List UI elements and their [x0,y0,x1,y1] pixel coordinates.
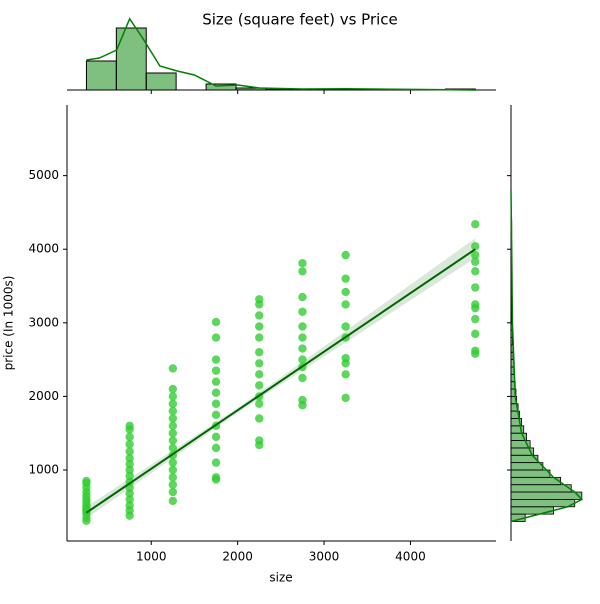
scatter-point [298,308,306,316]
x-axis-label: size [269,571,292,585]
y-tick-label: 2000 [28,389,59,403]
y-axis-label: price (In 1000s) [2,276,16,371]
scatter-point [169,444,177,452]
scatter-point [125,433,133,441]
scatter-point [341,288,349,296]
scatter-point [298,396,306,404]
scatter-point [298,355,306,363]
hist-bar [511,463,543,470]
scatter-point [255,370,263,378]
scatter-point [169,414,177,422]
y-tick-label: 5000 [28,168,59,182]
scatter-point [298,344,306,352]
regression-line [86,249,475,512]
scatter-point [471,267,479,275]
scatter-point [298,374,306,382]
x-tick-label: 3000 [309,550,340,564]
x-tick-label: 4000 [395,550,426,564]
scatter-point [169,458,177,466]
hist-bar [511,477,561,484]
scatter-point [255,333,263,341]
x-tick-label: 2000 [222,550,253,564]
y-tick-label: 4000 [28,242,59,256]
scatter-point [341,370,349,378]
scatter-point [125,422,133,430]
scatter-point [471,220,479,228]
scatter-point [125,447,133,455]
scatter-point [212,318,220,326]
scatter-point [255,322,263,330]
hist-bar [511,352,513,359]
scatter-point [169,481,177,489]
scatter-point [169,400,177,408]
scatter-point [298,267,306,275]
scatter-point [212,366,220,374]
hist-bar [511,367,514,374]
scatter-point [169,422,177,430]
scatter-point [169,473,177,481]
scatter-point [212,411,220,419]
scatter-point [471,315,479,323]
hist-bar [511,485,571,492]
hist-bar [511,507,554,514]
scatter-point [341,274,349,282]
scatter-point [471,242,479,250]
y-tick-label: 3000 [28,315,59,329]
scatter-point [169,429,177,437]
scatter-point [298,259,306,267]
scatter-point [341,354,349,362]
hist-bar [511,492,582,499]
scatter-point [298,333,306,341]
hist-bar [511,315,512,322]
scatter-point [169,392,177,400]
scatter-point [471,330,479,338]
hist-bar [511,499,575,506]
scatter-point [212,333,220,341]
scatter-point [255,436,263,444]
scatter-point [255,348,263,356]
scatter-point [212,389,220,397]
chart-title: Size (square feet) vs Price [202,11,398,29]
scatter-point [341,394,349,402]
scatter-point [169,436,177,444]
scatter-point [212,355,220,363]
scatter-point [212,458,220,466]
hist-bar [511,338,512,345]
scatter-point [169,385,177,393]
scatter-point [212,377,220,385]
y-tick-label: 1000 [28,462,59,476]
scatter-point [82,477,90,485]
hist-bar [511,470,550,477]
scatter-point [169,497,177,505]
x-tick-label: 1000 [136,550,167,564]
scatter-point [169,407,177,415]
scatter-point [298,293,306,301]
scatter-point [255,359,263,367]
scatter-point [212,473,220,481]
scatter-point [298,322,306,330]
scatter-point [169,364,177,372]
scatter-point [255,295,263,303]
hist-bar [86,61,116,90]
scatter-point [212,444,220,452]
scatter-point [169,466,177,474]
scatter-point [255,311,263,319]
scatter-point [471,283,479,291]
scatter-point [125,440,133,448]
scatter-point [255,400,263,408]
scatter-point [255,414,263,422]
scatter-point [341,322,349,330]
scatter-point [471,300,479,308]
confidence-band [86,238,475,518]
scatter-point [341,251,349,259]
scatter-point [212,400,220,408]
scatter-point [169,488,177,496]
scatter-point [212,433,220,441]
scatter-point [255,381,263,389]
scatter-point [471,347,479,355]
hist-bar [146,73,176,90]
scatter-point [341,300,349,308]
